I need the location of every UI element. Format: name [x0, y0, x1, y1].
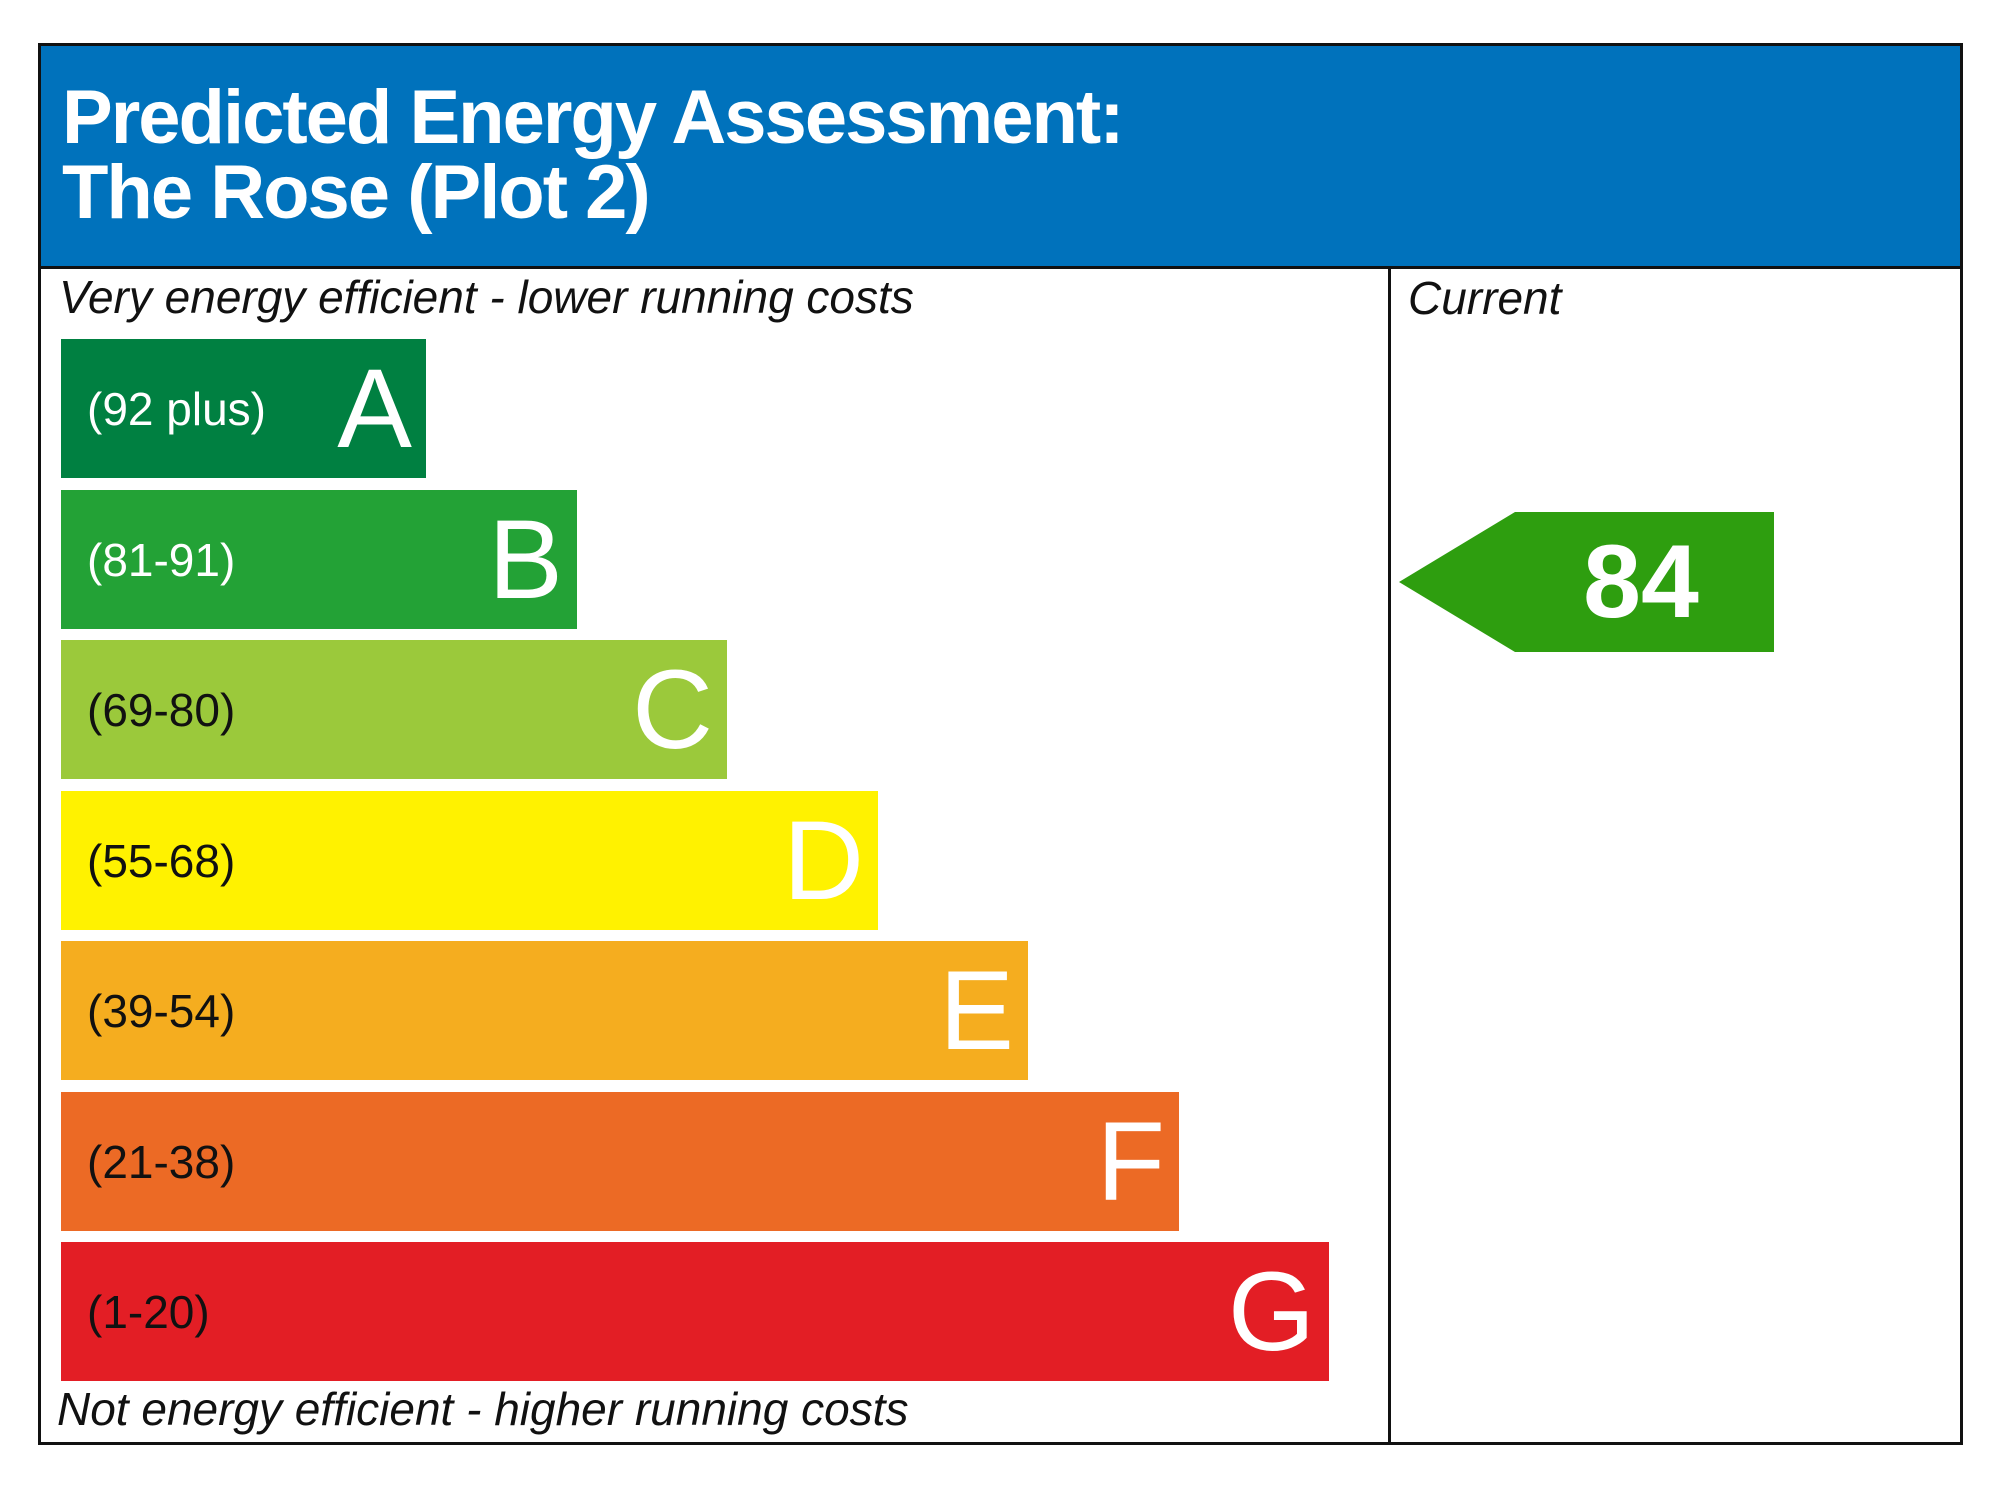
band-e: (39-54) E	[61, 941, 1028, 1080]
column-divider	[1388, 269, 1391, 1445]
band-c-letter: C	[632, 646, 713, 772]
title-line-1: Predicted Energy Assessment:	[62, 75, 1125, 160]
band-e-range: (39-54)	[87, 984, 236, 1037]
band-g-range: (1-20)	[87, 1285, 210, 1338]
title-line-2: The Rose (Plot 2)	[62, 150, 651, 235]
band-c: (69-80) C	[61, 640, 727, 779]
band-f: (21-38) F	[61, 1092, 1179, 1231]
band-d: (55-68) D	[61, 791, 878, 930]
band-f-letter: F	[1096, 1098, 1165, 1224]
band-c-range: (69-80)	[87, 683, 236, 736]
title-banner: Predicted Energy Assessment: The Rose (P…	[41, 46, 1960, 269]
current-rating-arrow	[1399, 512, 1774, 652]
inefficient-caption: Not energy efficient - higher running co…	[57, 1383, 909, 1435]
epc-chart: Predicted Energy Assessment: The Rose (P…	[38, 43, 1963, 1445]
efficient-caption: Very energy efficient - lower running co…	[59, 271, 914, 323]
band-a-letter: A	[337, 345, 412, 471]
band-g-letter: G	[1227, 1248, 1315, 1374]
band-d-letter: D	[783, 797, 864, 923]
band-b-range: (81-91)	[87, 533, 236, 586]
band-b: (81-91) B	[61, 490, 577, 629]
current-rating-value: 84	[1583, 524, 1699, 640]
current-column-header: Current	[1408, 272, 1562, 324]
band-a-range: (92 plus)	[87, 382, 266, 435]
band-g: (1-20) G	[61, 1242, 1329, 1381]
band-f-range: (21-38)	[87, 1135, 236, 1188]
band-d-range: (55-68)	[87, 834, 236, 887]
band-a: (92 plus) A	[61, 339, 426, 478]
band-b-letter: B	[488, 496, 563, 622]
current-rating-arrow-shape	[1399, 512, 1774, 652]
band-e-letter: E	[939, 947, 1014, 1073]
